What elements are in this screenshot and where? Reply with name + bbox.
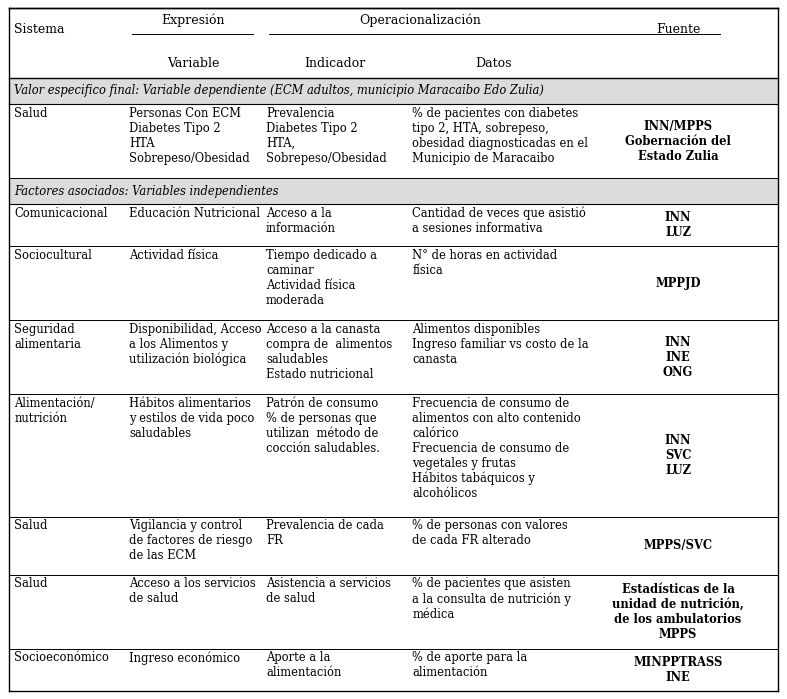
Text: Frecuencia de consumo de
alimentos con alto contenido
calórico
Frecuencia de con: Frecuencia de consumo de alimentos con a… [412, 397, 581, 500]
Text: Seguridad
alimentaria: Seguridad alimentaria [14, 323, 81, 351]
Text: Alimentos disponibles
Ingreso familiar vs costo de la
canasta: Alimentos disponibles Ingreso familiar v… [412, 323, 589, 366]
Text: Operacionalización: Operacionalización [359, 13, 481, 27]
Text: % de personas con valores
de cada FR alterado: % de personas con valores de cada FR alt… [412, 519, 568, 547]
Text: Personas Con ECM
Diabetes Tipo 2
HTA
Sobrepeso/Obesidad: Personas Con ECM Diabetes Tipo 2 HTA Sob… [129, 106, 249, 164]
Bar [9, 178, 778, 204]
Text: Indicador: Indicador [304, 57, 365, 71]
Text: INN
SVC
LUZ: INN SVC LUZ [665, 434, 691, 477]
Text: Hábitos alimentarios
y estilos de vida poco
saludables: Hábitos alimentarios y estilos de vida p… [129, 397, 254, 440]
Text: MPPJD: MPPJD [656, 277, 700, 289]
Text: Asistencia a servicios
de salud: Asistencia a servicios de salud [266, 577, 391, 605]
Text: INN/MPPS
Gobernación del
Estado Zulia: INN/MPPS Gobernación del Estado Zulia [625, 120, 731, 163]
Text: INN
INE
ONG: INN INE ONG [663, 336, 693, 379]
Text: Vigilancia y control
de factores de riesgo
de las ECM: Vigilancia y control de factores de ries… [129, 519, 253, 562]
Text: Patrón de consumo
% de personas que
utilizan  método de
cocción saludables.: Patrón de consumo % de personas que util… [266, 397, 380, 455]
Text: Datos: Datos [475, 57, 512, 71]
Text: % de pacientes que asisten
a la consulta de nutrición y
médica: % de pacientes que asisten a la consulta… [412, 577, 571, 621]
Text: Acceso a los servicios
de salud: Acceso a los servicios de salud [129, 577, 256, 605]
Text: % de pacientes con diabetes
tipo 2, HTA, sobrepeso,
obesidad diagnosticadas en e: % de pacientes con diabetes tipo 2, HTA,… [412, 106, 589, 164]
Text: Salud: Salud [14, 577, 48, 590]
Text: Sistema: Sistema [14, 22, 65, 36]
Text: Educación Nutricional: Educación Nutricional [129, 207, 260, 219]
Text: Expresión: Expresión [161, 13, 224, 27]
Text: Factores asociados: Variables independientes: Factores asociados: Variables independie… [14, 185, 279, 198]
Text: Alimentación/
nutrición: Alimentación/ nutrición [14, 397, 94, 425]
Text: Salud: Salud [14, 106, 48, 120]
Text: Fuente: Fuente [656, 22, 700, 36]
Text: Salud: Salud [14, 519, 48, 532]
Text: Sociocultural: Sociocultural [14, 249, 92, 261]
Text: Ingreso económico: Ingreso económico [129, 651, 240, 665]
Text: Aporte a la
alimentación: Aporte a la alimentación [266, 651, 342, 679]
Text: INN
LUZ: INN LUZ [665, 211, 691, 239]
Text: Acceso a la
información: Acceso a la información [266, 207, 336, 235]
Text: Variable: Variable [167, 57, 219, 71]
Text: Disponibilidad, Acceso
a los Alimentos y
utilización biológica: Disponibilidad, Acceso a los Alimentos y… [129, 323, 262, 366]
Bar [9, 78, 778, 104]
Text: Estadísticas de la
unidad de nutrición,
de los ambulatorios
MPPS: Estadísticas de la unidad de nutrición, … [612, 583, 744, 641]
Text: % de aporte para la
alimentación: % de aporte para la alimentación [412, 651, 527, 679]
Text: Socioeconómico: Socioeconómico [14, 651, 109, 664]
Text: N° de horas en actividad
física: N° de horas en actividad física [412, 249, 558, 277]
Text: Valor especifico final: Variable dependiente (ECM adultos, municipio Maracaibo E: Valor especifico final: Variable dependi… [14, 85, 544, 97]
Text: MPPS/SVC: MPPS/SVC [644, 539, 712, 552]
Text: Prevalencia de cada
FR: Prevalencia de cada FR [266, 519, 384, 547]
Text: Prevalencia
Diabetes Tipo 2
HTA,
Sobrepeso/Obesidad: Prevalencia Diabetes Tipo 2 HTA, Sobrepe… [266, 106, 386, 164]
Text: Cantidad de veces que asistió
a sesiones informativa: Cantidad de veces que asistió a sesiones… [412, 207, 586, 235]
Text: Tiempo dedicado a
caminar
Actividad física
moderada: Tiempo dedicado a caminar Actividad físi… [266, 249, 377, 307]
Text: Actividad física: Actividad física [129, 249, 219, 261]
Text: Comunicacional: Comunicacional [14, 207, 108, 219]
Text: MINPPTRASS
INE: MINPPTRASS INE [634, 656, 722, 684]
Text: Acceso a la canasta
compra de  alimentos
saludables
Estado nutricional: Acceso a la canasta compra de alimentos … [266, 323, 392, 381]
